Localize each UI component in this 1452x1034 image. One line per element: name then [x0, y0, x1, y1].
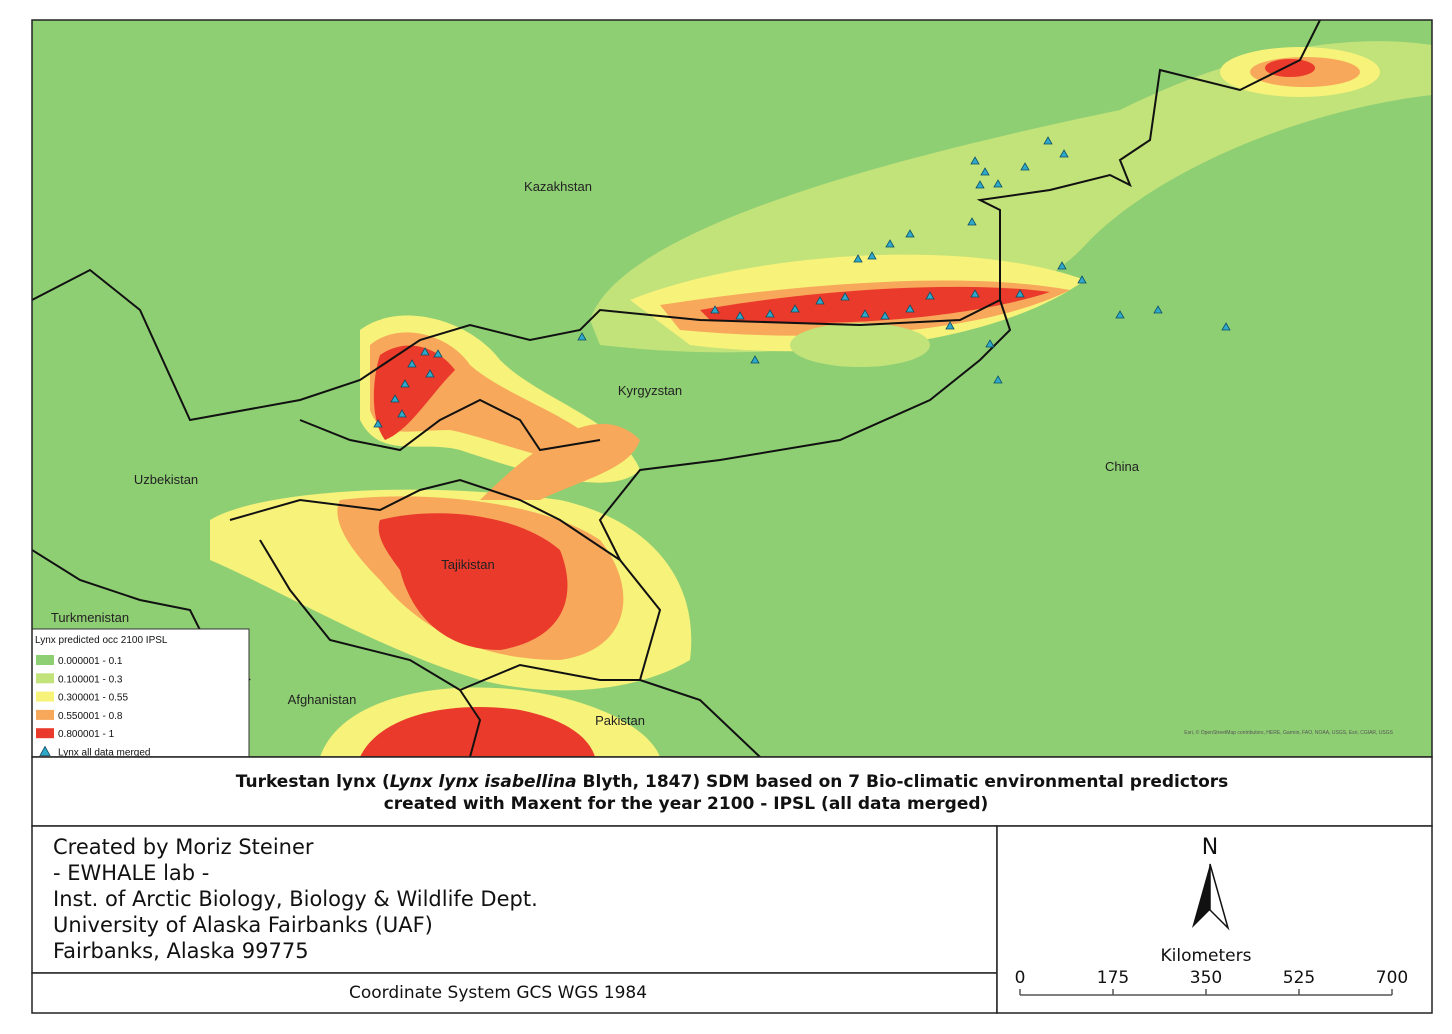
credit-line: Inst. of Arctic Biology, Biology & Wildl… [53, 887, 538, 911]
legend-label: 0.550001 - 0.8 [58, 711, 123, 722]
legend: Lynx predicted occ 2100 IPSL 0.000001 - … [31, 628, 250, 759]
title-box [31, 756, 1433, 827]
country-label: Kazakhstan [524, 179, 592, 194]
scale-tick-label: 0 [1015, 968, 1026, 988]
legend-swatch [36, 655, 54, 665]
coordinate-box [31, 972, 998, 1014]
suitability-zones [210, 41, 1432, 757]
legend-point-symbol [39, 745, 51, 756]
north-label: N [1202, 835, 1218, 860]
credits: Created by Moriz Steiner- EWHALE lab -In… [53, 835, 538, 963]
legend-label: Lynx all data merged [58, 748, 150, 759]
legend-swatch [36, 728, 54, 739]
legend-title: Lynx predicted occ 2100 IPSL [35, 635, 168, 646]
country-label: Uzbekistan [134, 472, 198, 487]
title-line-2: created with Maxent for the year 2100 - … [384, 794, 989, 814]
title-line-1: Turkestan lynx (Lynx lynx isabellina Bly… [236, 772, 1229, 792]
attribution: Esri, © OpenStreetMap contributors, HERE… [1184, 729, 1393, 736]
title-part: Turkestan lynx ( [236, 772, 390, 792]
credit-line: University of Alaska Fairbanks (UAF) [53, 913, 433, 937]
legend-label: 0.300001 - 0.55 [58, 693, 128, 704]
legend-swatch [36, 709, 54, 720]
title-species: Lynx lynx isabellina [390, 772, 577, 792]
credit-line: Created by Moriz Steiner [53, 835, 314, 859]
legend-label: 0.800001 - 1 [58, 729, 115, 740]
credit-line: Fairbanks, Alaska 99775 [53, 939, 309, 963]
map-area: Kazakhstan Kyrgyzstan Uzbekistan China T… [32, 20, 1432, 757]
credit-line: - EWHALE lab - [53, 861, 209, 885]
legend-swatch [36, 673, 54, 684]
country-label: Pakistan [595, 713, 645, 728]
north-arrow [1192, 863, 1230, 931]
country-label: Tajikistan [441, 557, 494, 572]
coordinate-system: Coordinate System GCS WGS 1984 [349, 983, 647, 1003]
scale-box [996, 825, 1433, 1014]
scale-tick-label: 350 [1190, 968, 1222, 988]
legend-swatch [36, 691, 54, 702]
scale-unit: Kilometers [1161, 946, 1252, 966]
country-label: Kyrgyzstan [618, 383, 682, 398]
legend-label: 0.000001 - 0.1 [58, 656, 123, 667]
country-label: China [1105, 459, 1140, 474]
legend-label: 0.100001 - 0.3 [58, 674, 123, 685]
scale-tick-label: 700 [1376, 968, 1408, 988]
scale-tick-label: 175 [1097, 968, 1129, 988]
title-part: Blyth, 1847) SDM based on 7 Bio-climatic… [577, 772, 1229, 792]
scale-tick-label: 525 [1283, 968, 1315, 988]
scale-ticks: 0 175 350 525 700 [1015, 968, 1408, 995]
country-label: Turkmenistan [51, 610, 129, 625]
country-label: Afghanistan [288, 692, 357, 707]
occurrence-points [373, 136, 1231, 428]
